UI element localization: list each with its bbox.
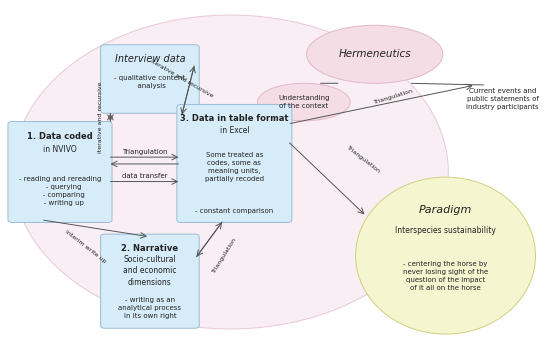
Ellipse shape: [257, 83, 350, 121]
Text: Triangulation: Triangulation: [212, 237, 238, 274]
Text: Hermeneutics: Hermeneutics: [338, 49, 411, 59]
Text: in NVIVO: in NVIVO: [43, 145, 77, 154]
Text: data transfer: data transfer: [122, 173, 167, 180]
FancyBboxPatch shape: [101, 234, 199, 328]
Text: - writing as an
analytical process
in its own right: - writing as an analytical process in it…: [118, 297, 182, 319]
Text: interim write up: interim write up: [64, 229, 107, 265]
FancyBboxPatch shape: [177, 105, 292, 223]
Text: Triangulation: Triangulation: [373, 88, 414, 105]
Text: Triangulation: Triangulation: [346, 146, 382, 175]
Text: - reading and rereading
   - querying
   - comparing
   - writing up: - reading and rereading - querying - com…: [19, 176, 101, 206]
Text: Paradigm: Paradigm: [419, 205, 472, 215]
Text: - constant comparison: - constant comparison: [195, 208, 273, 214]
Text: Understanding
of the context: Understanding of the context: [278, 95, 329, 109]
Text: iterative and recursive: iterative and recursive: [149, 58, 213, 98]
Text: - qualitative content
  analysis: - qualitative content analysis: [114, 75, 185, 88]
FancyBboxPatch shape: [101, 45, 199, 113]
Text: Current events and
public statements of
industry participants: Current events and public statements of …: [466, 88, 539, 110]
Ellipse shape: [356, 177, 536, 334]
Text: Interspecies sustainability: Interspecies sustainability: [395, 226, 496, 235]
Ellipse shape: [12, 15, 448, 329]
Text: in Excel: in Excel: [219, 126, 249, 135]
Text: 3. Data in table format: 3. Data in table format: [180, 114, 289, 122]
Text: Interview data: Interview data: [114, 54, 185, 64]
Text: 2. Narrative: 2. Narrative: [122, 244, 178, 252]
Text: Triangulation: Triangulation: [122, 149, 167, 155]
Text: 1. Data coded: 1. Data coded: [27, 132, 93, 141]
FancyBboxPatch shape: [8, 121, 112, 223]
Text: - centering the horse by
never losing sight of the
question of the impact
of it : - centering the horse by never losing si…: [403, 261, 488, 291]
Ellipse shape: [306, 25, 443, 83]
Text: Socio-cultural
and economic
dimensions: Socio-cultural and economic dimensions: [123, 255, 177, 287]
Text: iterative and recursive: iterative and recursive: [98, 82, 103, 153]
Text: Some treated as
codes, some as
meaning units,
partially recoded: Some treated as codes, some as meaning u…: [205, 152, 264, 182]
